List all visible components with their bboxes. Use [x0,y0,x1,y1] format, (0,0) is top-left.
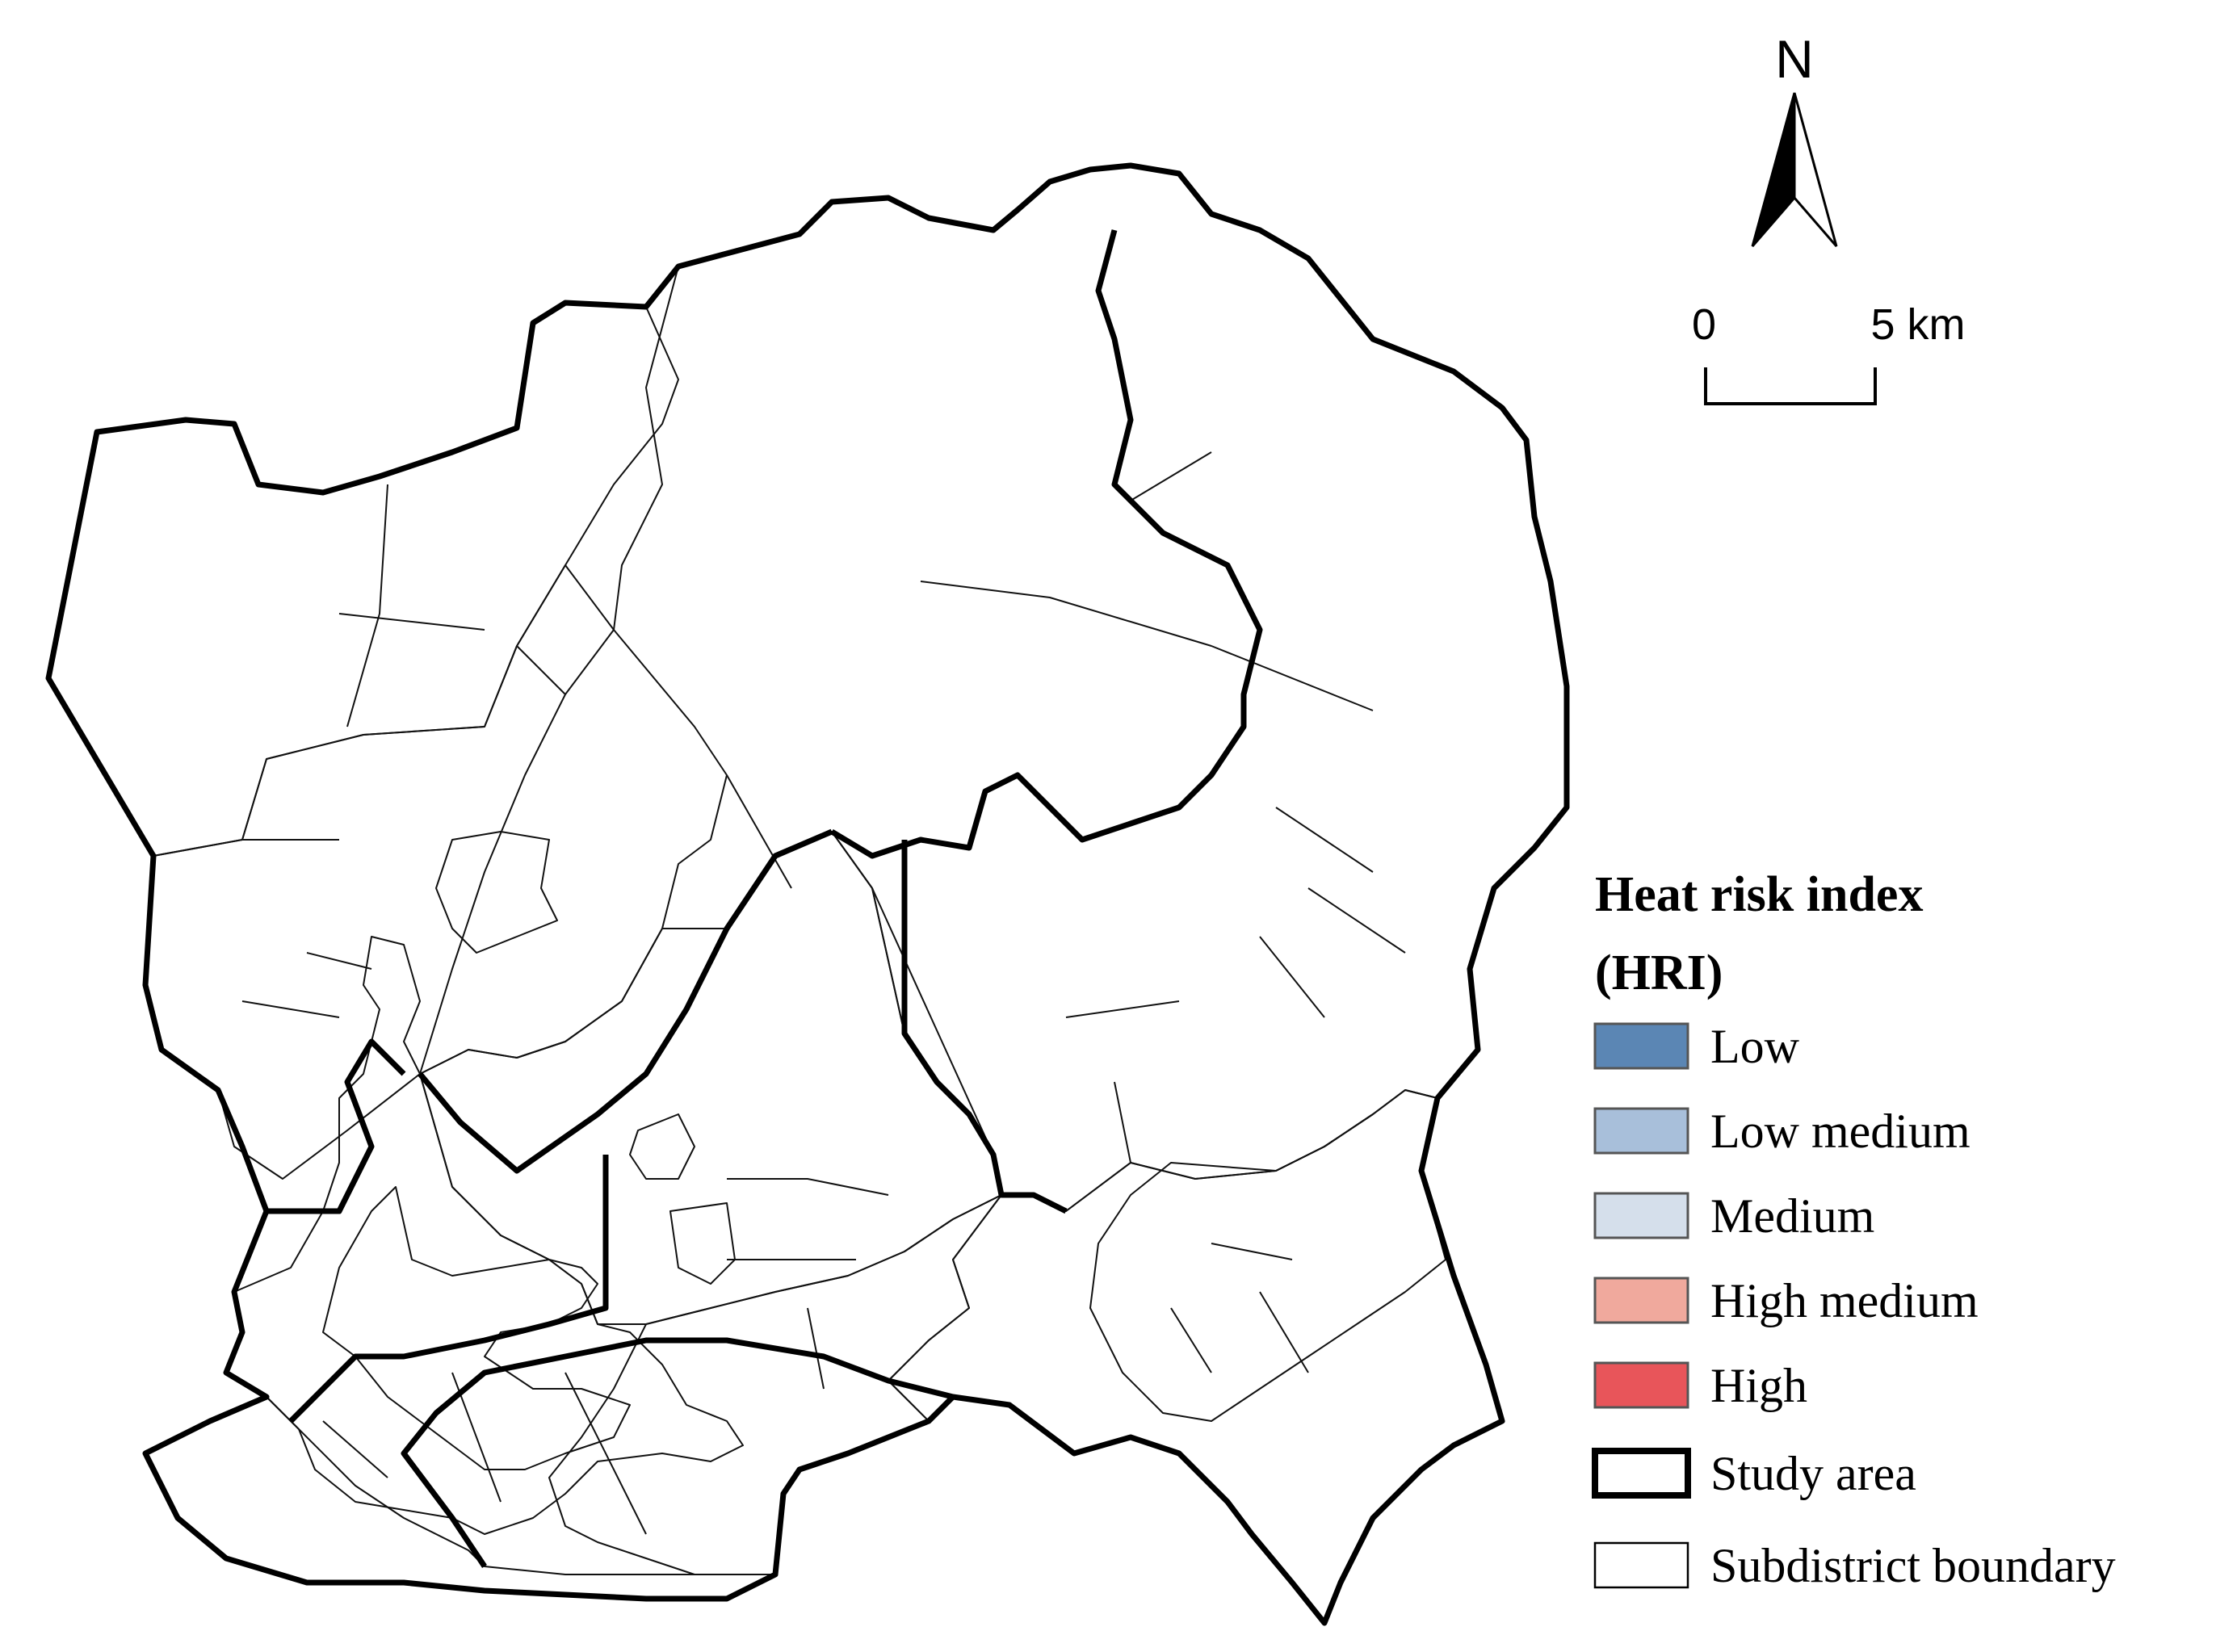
legend-swatch-high [1593,1361,1689,1409]
scale-start-label: 0 [1692,300,1716,349]
legend-swatch-low [1593,1022,1689,1070]
study-area-inner-line-5 [401,1337,954,1568]
subdistrict-lines [241,451,1406,1535]
legend-swatch-high-medium [1593,1277,1689,1324]
region-low-medium-south [419,831,1002,1325]
region-high-medium-north [435,831,558,954]
legend-label-medium: Medium [1710,1189,1874,1243]
legend: Heat risk index (HRI) Low Low medium Med… [1592,867,2116,1592]
legend-label-high-medium: High medium [1710,1274,1979,1327]
legend-label-low-medium: Low medium [1710,1105,1970,1158]
region-medium-southwest [145,1396,776,1600]
study-area-inner-line-3 [901,840,1068,1214]
study-area-inner-line-4 [288,1155,609,1423]
north-arrow-left-half [1751,92,1796,247]
region-high-medium-east2 [669,1202,736,1285]
study-area-inner-line-1 [830,229,1263,859]
region-high-medium-east [629,1113,695,1180]
region-low-medium-northwest [48,302,679,857]
legend-label-study-area: Study area [1710,1447,1916,1500]
region-high-medium [225,936,744,1535]
map-regions [48,165,1568,1624]
scale-bar: 0 5 km [1692,300,1966,405]
study-area-inner-line-6 [267,1038,406,1214]
legend-title-line1: Heat risk index [1595,867,1923,922]
study-area-inner-line-2 [418,828,833,1174]
legend-label-high: High [1710,1359,1807,1412]
scale-end-label: 5 km [1870,300,1965,349]
legend-swatch-low-medium [1593,1107,1689,1155]
region-low-medium-coast [548,1194,1002,1575]
study-area-outline [45,162,1570,1626]
region-high-core [322,1186,631,1470]
scale-bar-line [1704,367,1877,405]
legend-swatch-study-area [1592,1448,1691,1499]
legend-label-subdistrict: Subdistrict boundary [1710,1539,2116,1592]
study-area-boundaries [45,162,1570,1626]
legend-title-line2: (HRI) [1595,945,1723,1000]
region-low-north [419,165,1568,1212]
north-arrow-right-half [1793,92,1838,247]
region-medium-southeast [888,1089,1503,1624]
north-arrow: N [1751,29,1838,247]
region-low-medium-east [1089,1089,1446,1422]
north-label: N [1775,29,1814,89]
legend-swatch-subdistrict [1593,1541,1689,1589]
legend-label-low: Low [1710,1020,1800,1073]
region-medium-central [145,564,728,1180]
legend-swatch-medium [1593,1192,1689,1239]
